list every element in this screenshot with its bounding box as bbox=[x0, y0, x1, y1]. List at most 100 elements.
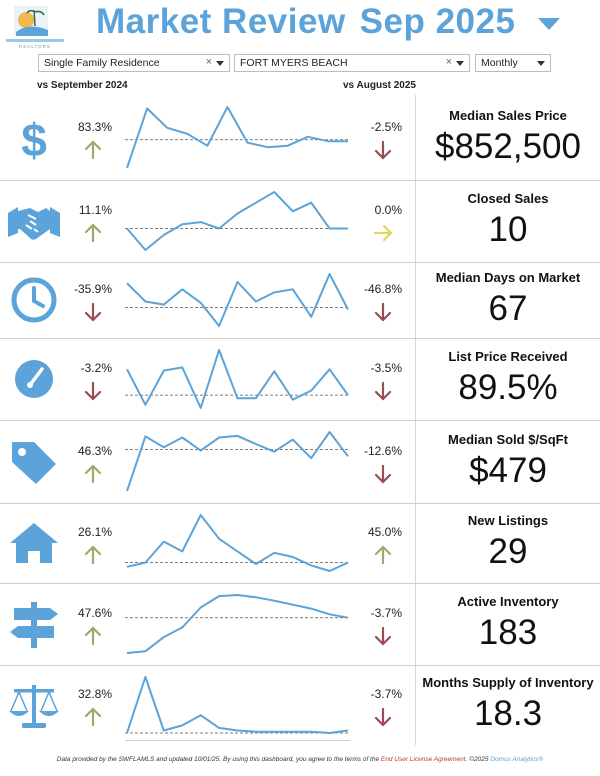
metric-row: -35.9% -46.8% Median Days on Market 67 bbox=[0, 262, 600, 338]
mom-down-arrow-icon bbox=[374, 302, 392, 322]
metric-value: 18.3 bbox=[473, 694, 543, 733]
page-title-period: Sep 2025 bbox=[359, 2, 516, 41]
metric-label: Median Days on Market bbox=[435, 270, 581, 285]
clock-icon bbox=[11, 277, 57, 323]
sparkline-axis bbox=[125, 740, 350, 741]
sparkline-chart bbox=[125, 106, 350, 169]
period-dropdown-toggle[interactable] bbox=[537, 17, 561, 31]
header: REALTORS Market Review Sep 2025 bbox=[0, 0, 600, 50]
mom-flat-arrow-icon bbox=[373, 224, 393, 242]
sparkline-chart bbox=[125, 431, 350, 492]
sparkline-series bbox=[126, 431, 349, 492]
page-title: Market Review Sep 2025 bbox=[96, 2, 515, 42]
row-divider bbox=[0, 420, 600, 421]
eula-link[interactable]: End User License Agreement bbox=[380, 756, 466, 763]
year-comparison-label: vs September 2024 bbox=[37, 80, 128, 91]
property-type-value: Single Family Residence bbox=[44, 57, 160, 69]
yoy-up-arrow-icon bbox=[84, 545, 102, 565]
sparkline-series bbox=[126, 676, 349, 734]
mom-down-arrow-icon bbox=[374, 707, 392, 727]
row-divider bbox=[0, 665, 600, 666]
metric-row: $83.3% -2.5% Median Sales Price $852,500 bbox=[0, 95, 600, 180]
chevron-down-icon[interactable] bbox=[216, 61, 224, 66]
logo-wordmark: REALTORS bbox=[19, 44, 51, 49]
sparkline-chart bbox=[125, 594, 350, 654]
yoy-change: 47.6% bbox=[77, 606, 112, 620]
metric-summary: Months Supply of Inventory 18.3 bbox=[416, 675, 600, 734]
metric-summary: Closed Sales 10 bbox=[416, 191, 600, 250]
metric-label: Months Supply of Inventory bbox=[422, 675, 594, 690]
chevron-down-icon[interactable] bbox=[537, 61, 545, 66]
area-select[interactable]: FORT MYERS BEACH × bbox=[234, 54, 470, 72]
metric-row: 47.6% -3.7% Active Inventory 183 bbox=[0, 583, 600, 665]
yoy-change: -3.2% bbox=[80, 361, 112, 375]
handshake-icon bbox=[8, 207, 60, 240]
metric-label: New Listings bbox=[467, 513, 549, 528]
metric-label: Active Inventory bbox=[457, 594, 559, 609]
mom-change: 0.0% bbox=[374, 203, 402, 217]
metric-value: $852,500 bbox=[435, 127, 581, 166]
chevron-down-icon[interactable] bbox=[456, 61, 464, 66]
brokerage-logo: REALTORS bbox=[6, 6, 64, 49]
yoy-change: 83.3% bbox=[77, 120, 112, 134]
mom-change: 45.0% bbox=[367, 525, 402, 539]
mom-down-arrow-icon bbox=[374, 626, 392, 646]
sparkline-series bbox=[126, 273, 349, 327]
metric-value: $479 bbox=[469, 451, 547, 490]
sparkline-chart bbox=[125, 273, 350, 327]
sparkline-series bbox=[126, 594, 349, 654]
property-type-select[interactable]: Single Family Residence × bbox=[38, 54, 230, 72]
gauge-icon bbox=[15, 360, 53, 398]
domus-analytics-brand: Domus Analytics® bbox=[490, 756, 544, 763]
metric-value: 183 bbox=[478, 613, 538, 652]
footer-disclaimer: Data provided by the SWFLAMLS and update… bbox=[0, 756, 600, 763]
dollar-icon: $ bbox=[21, 114, 47, 164]
sparkline-series bbox=[126, 191, 348, 251]
mom-change: -12.6% bbox=[363, 444, 402, 458]
svg-text:$: $ bbox=[21, 114, 47, 164]
sparkline-series bbox=[126, 349, 349, 409]
yoy-down-arrow-icon bbox=[84, 302, 102, 322]
mom-change: -3.7% bbox=[370, 687, 402, 701]
yoy-up-arrow-icon bbox=[84, 464, 102, 484]
mom-change: -2.5% bbox=[370, 120, 402, 134]
metric-summary: Median Sold $/SqFt $479 bbox=[416, 432, 600, 491]
clear-icon[interactable]: × bbox=[205, 56, 212, 68]
price-tag-icon bbox=[12, 442, 56, 484]
sparkline-chart bbox=[125, 514, 350, 572]
metric-value: 67 bbox=[488, 289, 528, 328]
page-title-main: Market Review bbox=[96, 2, 346, 41]
row-divider bbox=[0, 583, 600, 584]
row-divider bbox=[0, 503, 600, 504]
footer-text: Data provided by the SWFLAMLS and update… bbox=[56, 756, 381, 763]
yoy-change: 32.8% bbox=[77, 687, 112, 701]
yoy-up-arrow-icon bbox=[84, 626, 102, 646]
mom-down-arrow-icon bbox=[374, 381, 392, 401]
clear-icon[interactable]: × bbox=[445, 56, 452, 68]
row-divider bbox=[0, 262, 600, 263]
metric-label: List Price Received bbox=[448, 349, 568, 364]
sparkline-series bbox=[126, 514, 349, 572]
mom-change: -46.8% bbox=[363, 282, 402, 296]
metric-row: 26.1% 45.0% New Listings 29 bbox=[0, 503, 600, 583]
yoy-change: 46.3% bbox=[77, 444, 112, 458]
metric-value: 10 bbox=[488, 210, 528, 249]
period-select[interactable]: Monthly bbox=[475, 54, 551, 72]
metric-summary: New Listings 29 bbox=[416, 513, 600, 572]
sparkline-series bbox=[126, 106, 348, 169]
metric-label: Closed Sales bbox=[467, 191, 549, 206]
metric-row: 11.1% 0.0% Closed Sales 10 bbox=[0, 180, 600, 262]
sparkline-chart bbox=[125, 676, 350, 734]
yoy-up-arrow-icon bbox=[84, 140, 102, 160]
yoy-up-arrow-icon bbox=[84, 707, 102, 727]
house-icon bbox=[10, 523, 58, 563]
metric-value: 29 bbox=[488, 532, 528, 571]
mom-down-arrow-icon bbox=[374, 140, 392, 160]
area-value: FORT MYERS BEACH bbox=[240, 57, 348, 69]
mom-down-arrow-icon bbox=[374, 464, 392, 484]
metric-summary: Active Inventory 183 bbox=[416, 594, 600, 653]
metric-row: 32.8% -3.7% Months Supply of Inventory 18.3 bbox=[0, 665, 600, 745]
metric-summary: Median Days on Market 67 bbox=[416, 270, 600, 329]
metric-summary: Median Sales Price $852,500 bbox=[416, 108, 600, 167]
scales-icon bbox=[9, 685, 59, 728]
